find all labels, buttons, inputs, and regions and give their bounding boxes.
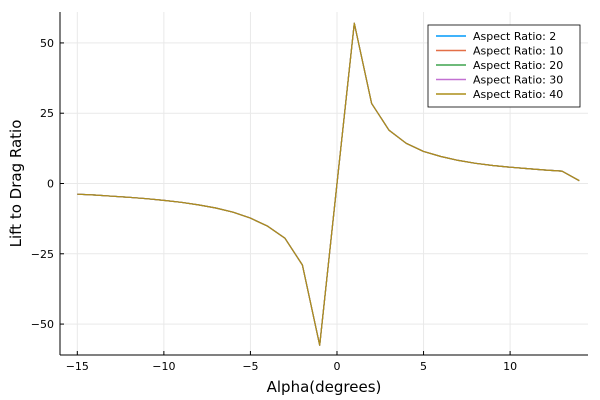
x-tick-label: −5 xyxy=(242,360,258,373)
x-tick-label: 5 xyxy=(420,360,427,373)
legend-label: Aspect Ratio: 40 xyxy=(473,88,563,101)
y-tick-label: 50 xyxy=(40,37,54,50)
series-line-5 xyxy=(77,22,580,346)
legend-label: Aspect Ratio: 20 xyxy=(473,59,563,72)
legend-label: Aspect Ratio: 30 xyxy=(473,74,563,87)
y-tick-label: −50 xyxy=(31,318,54,331)
x-tick-label: 0 xyxy=(333,360,340,373)
axes xyxy=(59,12,588,356)
x-tick-label: −15 xyxy=(66,360,89,373)
legend-label: Aspect Ratio: 2 xyxy=(473,30,556,43)
legend-label: Aspect Ratio: 10 xyxy=(473,45,563,58)
y-tick-label: −25 xyxy=(31,248,54,261)
series-layer xyxy=(77,22,580,346)
legend-box xyxy=(427,24,581,108)
x-tick-label: −10 xyxy=(152,360,175,373)
x-axis-title: Alpha(degrees) xyxy=(267,378,382,396)
x-tick-label: 10 xyxy=(503,360,517,373)
y-tick-label: 25 xyxy=(40,107,54,120)
y-tick-label: 0 xyxy=(47,178,54,191)
y-axis-title: Lift to Drag Ratio xyxy=(7,120,25,248)
